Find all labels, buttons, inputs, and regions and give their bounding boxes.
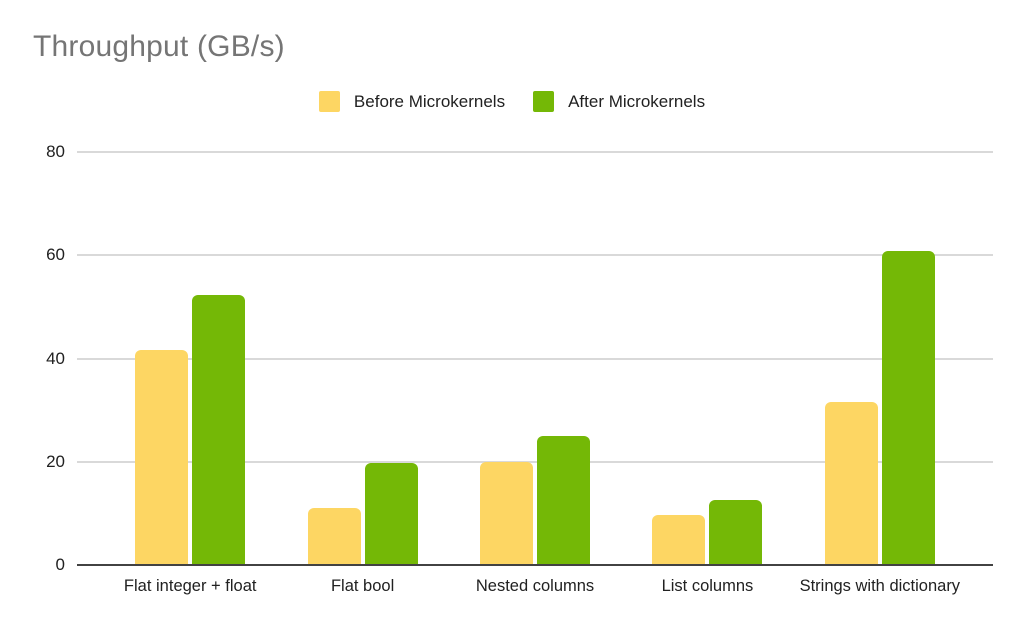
bar-before — [307, 508, 361, 565]
y-axis-tick-label: 40 — [46, 348, 65, 368]
bar-groups — [77, 152, 993, 565]
legend-label: Before Microkernels — [353, 91, 506, 111]
legend-swatch-icon — [533, 91, 555, 112]
legend-item: After Microkernels — [533, 91, 705, 112]
x-axis-label: List columns — [661, 577, 754, 595]
bar-before — [652, 515, 706, 565]
x-axis-label: Flat bool — [330, 577, 395, 595]
bar-before — [480, 461, 534, 565]
bar-after — [192, 295, 246, 565]
y-axis-tick-label: 80 — [46, 142, 65, 161]
bar-before — [824, 402, 878, 565]
x-axis-label: Strings with dictionary — [799, 577, 961, 595]
y-axis-tick-label: 20 — [46, 451, 65, 471]
bar-group — [621, 152, 793, 565]
gridline — [77, 254, 993, 257]
chart-title: Throughput (GB/s) — [33, 30, 285, 63]
x-axis-label: Nested columns — [475, 577, 595, 595]
bar-before — [135, 349, 189, 565]
bar-after — [537, 435, 591, 565]
bar-group — [104, 152, 276, 565]
y-axis-tick-label: 0 — [55, 555, 65, 574]
x-axis-labels: Flat integer + float Flat bool Nested colu… — [77, 577, 993, 596]
bar-group — [276, 152, 448, 565]
gridline — [77, 151, 993, 153]
plot-area: Flat integer + float Flat bool Nested colu… — [46, 142, 993, 595]
bar-after — [881, 251, 935, 565]
bar-after — [364, 462, 418, 565]
gridline — [77, 460, 993, 463]
y-axis-tick-label: 60 — [46, 245, 65, 265]
legend-swatch-icon — [318, 91, 340, 112]
bar-group — [794, 152, 966, 565]
bar-group — [449, 152, 621, 565]
legend-item: Before Microkernels — [318, 91, 506, 112]
x-axis-line — [77, 564, 993, 566]
gridline — [77, 357, 993, 360]
bar-after — [709, 500, 763, 565]
legend-label: After Microkernels — [568, 91, 706, 111]
legend: Before Microkernels After Microkernels — [0, 91, 1024, 112]
x-axis-label: Flat integer + float — [123, 577, 257, 595]
